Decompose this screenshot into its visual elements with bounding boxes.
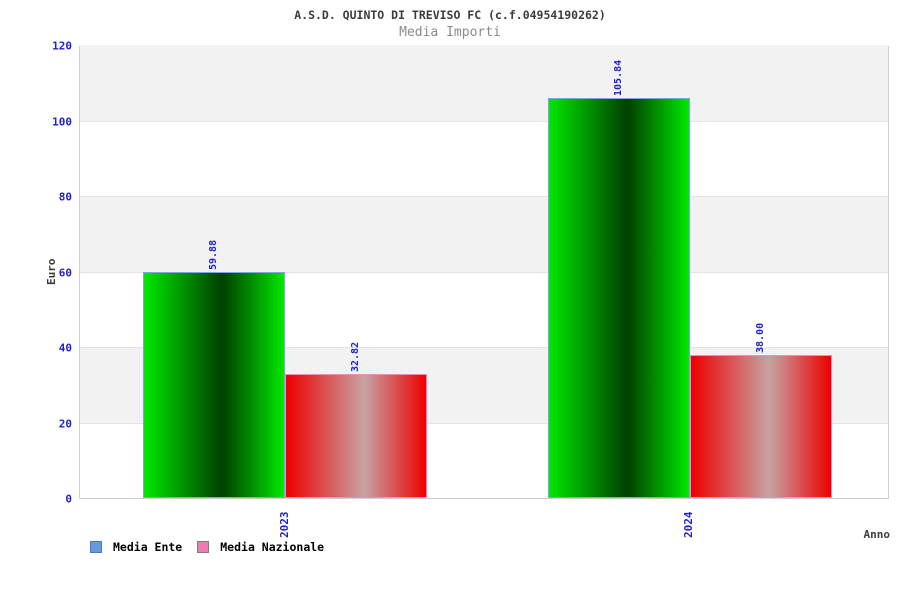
y-tick-label: 40: [58, 341, 72, 355]
bar-value-label: 59.88: [208, 239, 219, 270]
bar-media-nazionale-2024: [689, 354, 832, 498]
plot-area: 59.88 32.82 105.84 38.00: [79, 45, 889, 499]
y-tick-label: 120: [52, 39, 72, 53]
legend-item: Media Ente: [90, 540, 182, 554]
y-tick-label: 0: [65, 492, 72, 506]
legend-label: Media Ente: [113, 540, 183, 554]
bar-media-ente-2023: [143, 271, 285, 498]
chart-title: A.S.D. QUINTO DI TREVISO FC (c.f.0495419…: [294, 8, 606, 22]
legend-label: Media Nazionale: [220, 540, 325, 554]
x-tick-label: 2024: [682, 511, 695, 539]
x-tick-label: 2023: [277, 511, 291, 539]
chart-subtitle: Media Importi: [399, 25, 501, 40]
y-tick-label: 80: [58, 190, 72, 204]
y-tick-label: 20: [58, 417, 72, 430]
legend-swatch: [90, 541, 102, 553]
bar-value-label: 105.84: [612, 60, 624, 97]
x-axis-title: Anno: [863, 528, 891, 541]
bar-value-label: 38.00: [754, 322, 766, 353]
y-axis-tick-labels: 0 20 40 60 80 100 120: [30, 41, 72, 505]
bar-media-nazionale-2023: [285, 374, 427, 498]
y-tick-label: 100: [52, 115, 72, 128]
plot-band: [80, 120, 888, 196]
legend-item: Media Nazionale: [197, 540, 324, 554]
bar-media-ente-2024: [547, 98, 690, 498]
plot-band: [80, 45, 888, 121]
legend: Media Ente Media Nazionale: [90, 538, 339, 556]
bar-value-label: 32.82: [350, 341, 361, 373]
y-tick-label: 60: [58, 266, 72, 279]
plot-band: [80, 196, 888, 272]
legend-swatch: [197, 541, 210, 553]
